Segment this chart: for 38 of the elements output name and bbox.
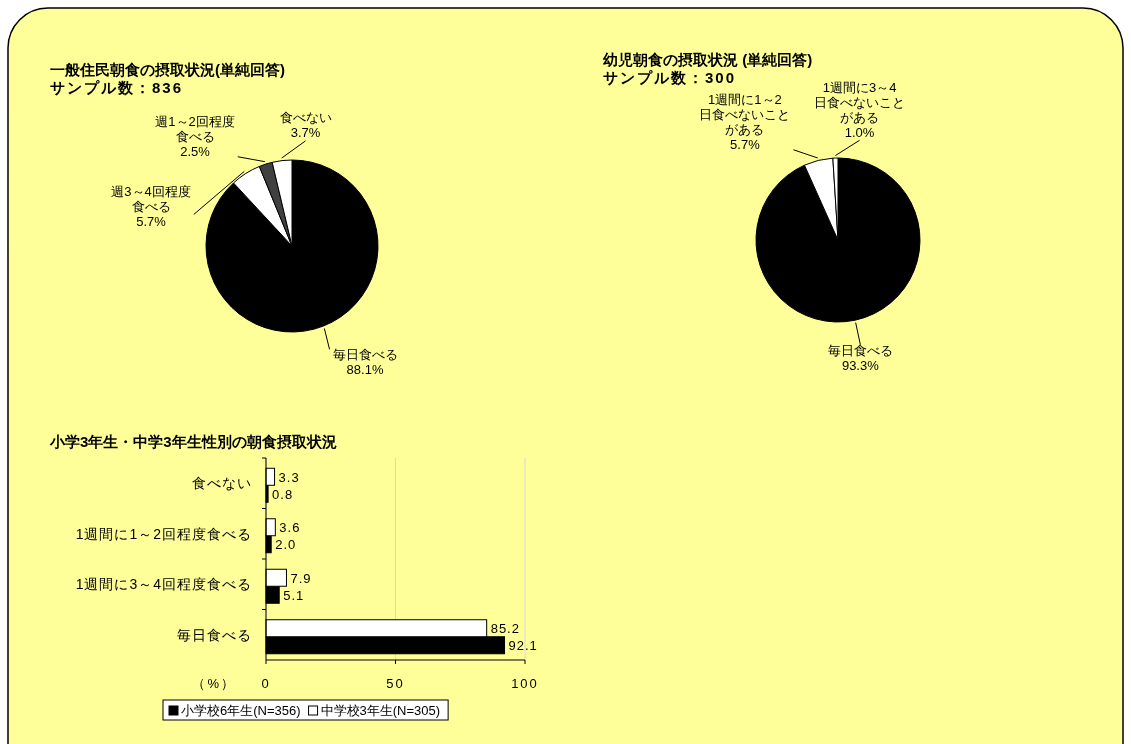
- slice-label: 週3～4回程度食べる: [111, 184, 191, 215]
- x-tick-label: 50: [386, 676, 405, 691]
- data-label: 5.7%: [730, 137, 761, 153]
- data-label: 3.7%: [290, 124, 321, 140]
- data-label: 92.1: [508, 638, 538, 654]
- slice-label: 1週間に1～2日食べないことがある: [699, 92, 791, 138]
- legend-label: 小学校6年生(N=356): [181, 703, 301, 718]
- data-label: 85.2: [490, 621, 520, 637]
- slice-label: 週1～2回程度食べる: [155, 114, 235, 145]
- x-axis-title: （%）: [192, 676, 236, 691]
- data-label: 5.1: [283, 587, 305, 603]
- y-tick-label: 毎日食べる: [177, 626, 252, 643]
- legend-label: 中学校3年生(N=305): [320, 703, 441, 718]
- slice-label: 1週間に3～4日食べないことがある: [814, 79, 906, 125]
- data-label: 93.3%: [841, 358, 880, 374]
- data-label: 2.0: [275, 537, 297, 553]
- data-label: 0.8: [272, 486, 294, 502]
- chart-title: 幼児朝食の摂取状況 (単純回答): [603, 51, 813, 68]
- chart-subtitle: サンプル数：836: [50, 79, 184, 96]
- slice-label: 毎日食べる: [332, 347, 398, 363]
- y-tick-label: 1週間に1～2回程度食べる: [75, 525, 252, 542]
- y-tick-label: 1週間に3～4回程度食べる: [75, 576, 252, 593]
- slice-label: 食べない: [279, 109, 332, 125]
- data-label: 3.3: [278, 469, 300, 485]
- x-tick-label: 100: [511, 676, 539, 691]
- y-tick-label: 食べない: [192, 475, 252, 492]
- slice-label: 毎日食べる: [827, 343, 893, 359]
- pie-slice: [755, 157, 921, 323]
- data-label: 5.7%: [136, 214, 167, 230]
- chart-title: 一般住民朝食の摂取状況(単純回答): [50, 61, 285, 78]
- x-tick-label: 0: [261, 676, 271, 691]
- data-label: 1.0%: [844, 124, 875, 140]
- chart-subtitle: サンプル数：300: [603, 69, 737, 86]
- data-label: 88.1%: [346, 362, 384, 378]
- chart-title: 小学3年生・中学3年生性別の朝食摂取状況: [49, 433, 337, 450]
- data-label: 7.9: [290, 570, 312, 586]
- data-label: 2.5%: [180, 144, 211, 160]
- data-label: 3.6: [279, 520, 301, 536]
